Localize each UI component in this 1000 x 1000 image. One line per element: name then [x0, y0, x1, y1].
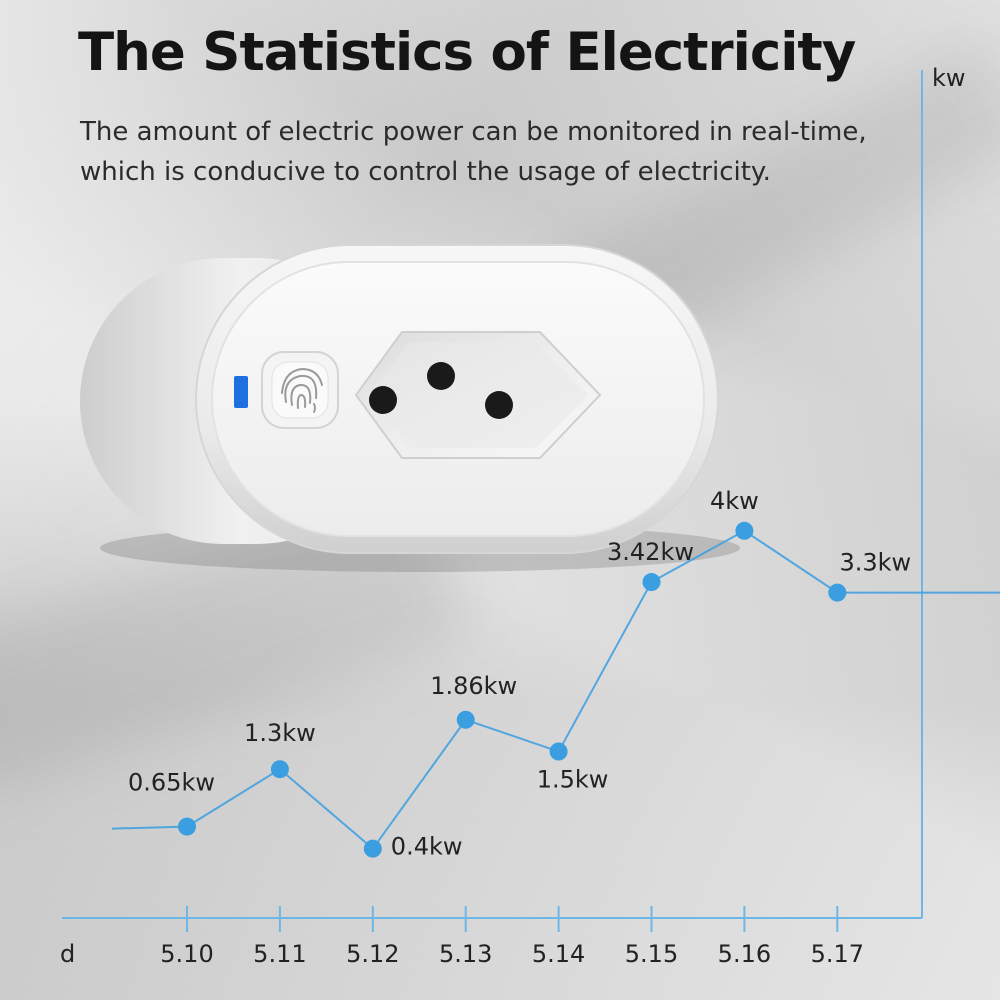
data-point — [642, 573, 661, 592]
data-point — [828, 583, 847, 602]
data-label: 0.4kw — [391, 833, 463, 861]
x-tick-label: 5.17 — [811, 940, 864, 968]
x-tick-label: 5.10 — [160, 940, 213, 968]
socket-hole — [369, 386, 397, 414]
socket-hole — [485, 391, 513, 419]
data-point — [363, 839, 382, 858]
data-point — [456, 710, 475, 729]
x-tick-label: 5.11 — [253, 940, 306, 968]
x-tick-label: 5.13 — [439, 940, 492, 968]
data-label: 3.42kw — [607, 538, 694, 566]
data-point — [549, 742, 568, 761]
page-title: The Statistics of Electricity — [78, 22, 856, 83]
socket-inner — [368, 342, 588, 448]
series-line — [111, 529, 1000, 851]
x-tick-label: 5.12 — [346, 940, 399, 968]
socket-hole — [427, 362, 455, 390]
x-axis-label: d — [60, 940, 75, 968]
subtitle-line-2: which is conducive to control the usage … — [80, 157, 771, 187]
data-label: 3.3kw — [839, 549, 911, 577]
subtitle-line-1: The amount of electric power can be moni… — [80, 117, 867, 147]
x-tick-label: 5.14 — [532, 940, 585, 968]
fingerprint-icon — [261, 351, 339, 429]
x-tick-label: 5.16 — [718, 940, 771, 968]
data-label: 1.86kw — [430, 672, 517, 700]
data-label: 1.3kw — [244, 719, 316, 747]
data-label: 1.5kw — [537, 766, 609, 794]
page-subtitle: The amount of electric power can be moni… — [80, 112, 910, 192]
data-point — [735, 521, 754, 540]
data-point — [178, 817, 196, 836]
data-label: 4kw — [710, 487, 759, 515]
y-axis-label: kw — [932, 64, 966, 92]
data-point — [270, 760, 289, 779]
x-tick-label: 5.15 — [625, 940, 678, 968]
data-label: 0.65kw — [128, 769, 215, 797]
led-indicator — [234, 376, 248, 408]
